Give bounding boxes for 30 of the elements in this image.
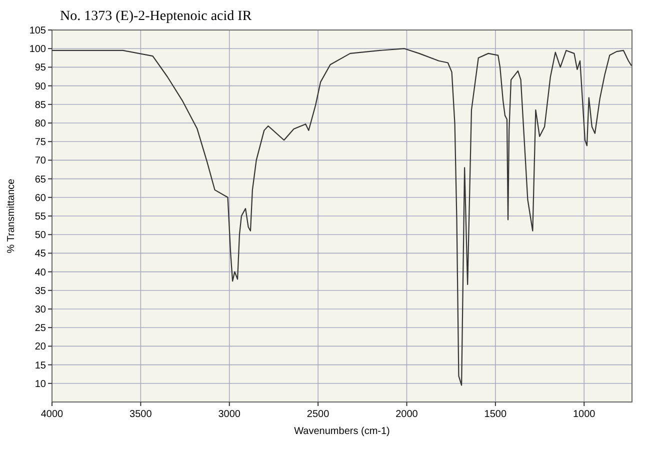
y-tick-label: 60 xyxy=(34,192,46,204)
y-tick-label: 15 xyxy=(34,360,46,372)
y-tick-label: 70 xyxy=(34,156,46,167)
x-tick-label: 1000 xyxy=(572,409,596,420)
x-tick-label: 3000 xyxy=(218,409,241,420)
x-tick-label: 3500 xyxy=(130,409,152,420)
x-axis-title: Wavenumbers (cm-1) xyxy=(294,426,390,437)
y-tick-label: 50 xyxy=(34,230,46,242)
y-tick-label: 100 xyxy=(29,44,46,56)
y-tick-label: 95 xyxy=(34,62,46,74)
y-tick-label: 85 xyxy=(34,100,46,111)
y-tick-label: 30 xyxy=(34,304,46,316)
x-tick-label: 1500 xyxy=(484,409,507,420)
y-tick-label: 10 xyxy=(34,378,46,390)
chart-title: No. 1373 (E)-2-Heptenoic acid IR xyxy=(60,9,252,24)
y-tick-label: 90 xyxy=(34,81,46,92)
y-tick-label: 35 xyxy=(34,286,46,297)
y-tick-label: 45 xyxy=(34,248,46,260)
x-tick-label: 2500 xyxy=(306,409,330,420)
y-axis-title: % Transmittance xyxy=(6,178,17,254)
y-tick-label: 65 xyxy=(34,174,46,186)
x-tick-label: 4000 xyxy=(40,409,64,420)
y-tick-label: 20 xyxy=(34,342,46,353)
y-tick-label: 25 xyxy=(34,323,46,334)
y-tick-label: 40 xyxy=(34,267,46,278)
y-tick-label: 80 xyxy=(34,118,46,130)
y-tick-label: 55 xyxy=(34,212,46,222)
x-tick-label: 2000 xyxy=(396,409,418,420)
y-tick-label: 75 xyxy=(34,137,46,148)
y-tick-label: 105 xyxy=(29,26,46,36)
